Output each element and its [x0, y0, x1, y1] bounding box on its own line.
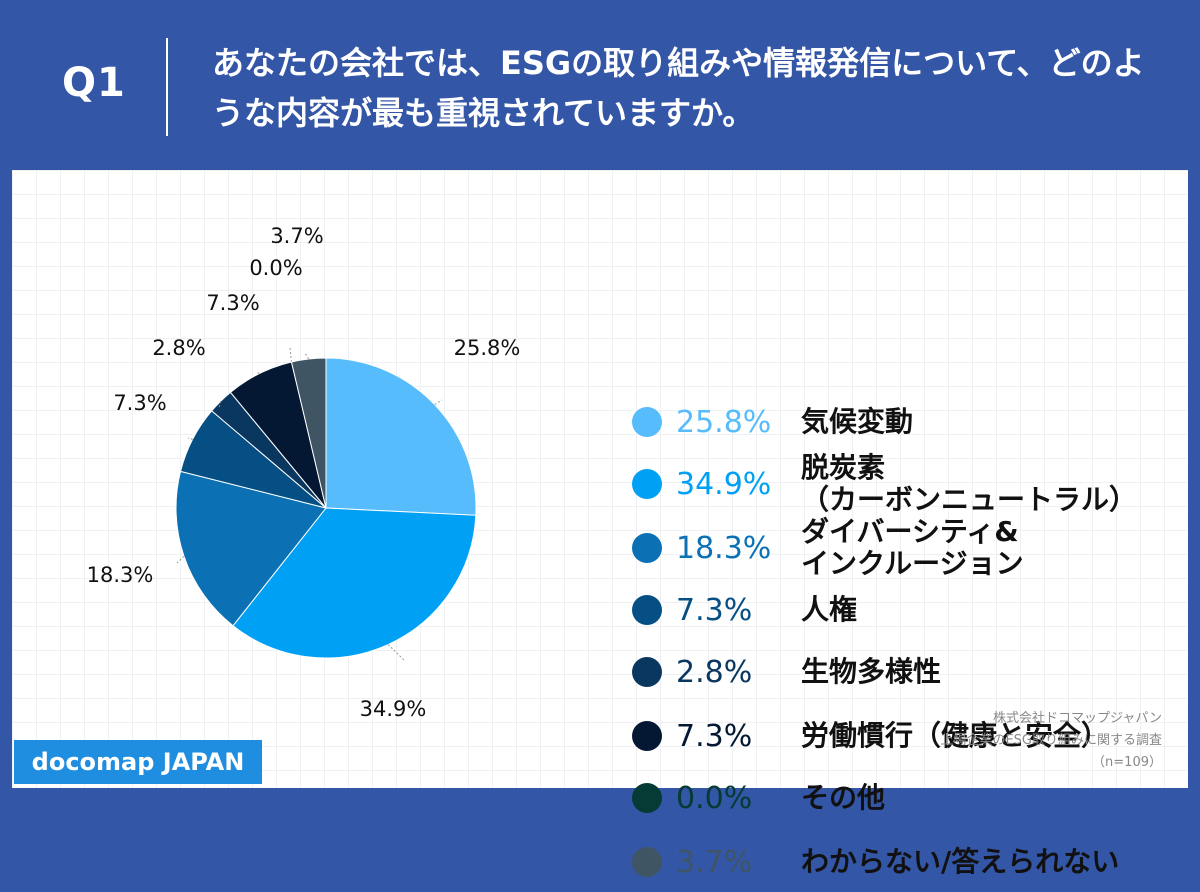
legend-value: 34.9% [676, 466, 772, 502]
legend-color-dot [632, 533, 662, 563]
legend-item: 25.8% 気候変動 [632, 392, 913, 452]
slice-percent-label: 2.8% [152, 336, 205, 360]
question-number: Q1 [62, 60, 126, 106]
legend-label: 生物多様性 [801, 655, 942, 688]
question-text: あなたの会社では、ESGの取り組みや情報発信について、どのような内容が最も重視さ… [212, 44, 1145, 132]
source-company: 株式会社ドコマップジャパン [992, 711, 1162, 726]
legend-color-dot [632, 721, 662, 751]
source-survey: 上場企業のESG取り組みに関する調査 [940, 733, 1162, 748]
header-divider [166, 38, 168, 136]
legend-item: 0.0% その他 [632, 768, 885, 828]
legend-label: 気候変動 [801, 405, 914, 438]
legend-color-dot [632, 469, 662, 499]
brand-logo: docomap JAPAN [14, 740, 262, 784]
pie-slice [325, 357, 477, 516]
leader-line [176, 555, 185, 564]
legend-item: 2.8% 生物多様性 [632, 642, 941, 702]
pie-slice [175, 470, 327, 627]
legend-item: 18.3% ダイバーシティ& インクルージョン [632, 515, 1024, 580]
legend-color-dot [632, 407, 662, 437]
slice-percent-label: 25.8% [454, 336, 521, 360]
legend-value: 3.7% [676, 844, 753, 880]
legend-label: わからない/答えられない [801, 845, 1120, 878]
leader-line [289, 347, 292, 363]
legend-value: 0.0% [676, 780, 753, 816]
legend-label: ダイバーシティ& インクルージョン [801, 515, 1024, 580]
slice-percent-label: 7.3% [113, 391, 166, 415]
legend-value: 7.3% [676, 592, 753, 628]
legend-value: 18.3% [676, 530, 772, 566]
pie-slice [232, 507, 477, 659]
leader-line [434, 399, 443, 405]
slice-percent-label: 18.3% [87, 563, 154, 587]
leader-line [304, 352, 310, 360]
slice-percent-label: 34.9% [360, 697, 427, 721]
source-sample-size: （n=109） [1092, 755, 1162, 770]
question-header: Q1 あなたの会社では、ESGの取り組みや情報発信について、どのような内容が最も… [0, 0, 1200, 170]
slice-percent-label: 0.0% [249, 256, 302, 280]
legend-color-dot [632, 847, 662, 877]
legend-label: 労働慣行（健康と安全） [801, 719, 1110, 752]
leader-line [218, 401, 222, 409]
legend-color-dot [632, 595, 662, 625]
legend-color-dot [632, 657, 662, 687]
chart-card: 25.8% 34.9% 18.3% 7.3% 2.8% 7.3% 0.0% 3.7% 25.8… [12, 170, 1188, 880]
leader-line [256, 371, 260, 375]
legend-item: 7.3% 人権 [632, 580, 857, 640]
legend-item: 3.7% わからない/答えられない [632, 832, 1119, 892]
legend-label: 脱炭素 （カーボンニュートラル） [801, 451, 1138, 516]
pie-chart: 25.8%34.9%18.3%7.3%2.8%7.3%0.0%3.7% [87, 224, 521, 721]
leader-line [187, 437, 193, 440]
legend-value: 25.8% [676, 404, 772, 440]
slice-percent-label: 3.7% [270, 224, 323, 248]
legend-value: 2.8% [676, 654, 753, 690]
legend-label: その他 [801, 781, 886, 814]
legend-item: 34.9% 脱炭素 （カーボンニュートラル） [632, 451, 1138, 516]
legend-value: 7.3% [676, 718, 753, 754]
legend-item: 7.3% 労働慣行（健康と安全） [632, 706, 1109, 766]
source-note: 株式会社ドコマップジャパン 上場企業のESG取り組みに関する調査 （n=109） [940, 708, 1162, 774]
legend-label: 人権 [801, 593, 858, 626]
legend-color-dot [632, 783, 662, 813]
slice-percent-label: 7.3% [206, 291, 259, 315]
leader-line [387, 644, 405, 661]
